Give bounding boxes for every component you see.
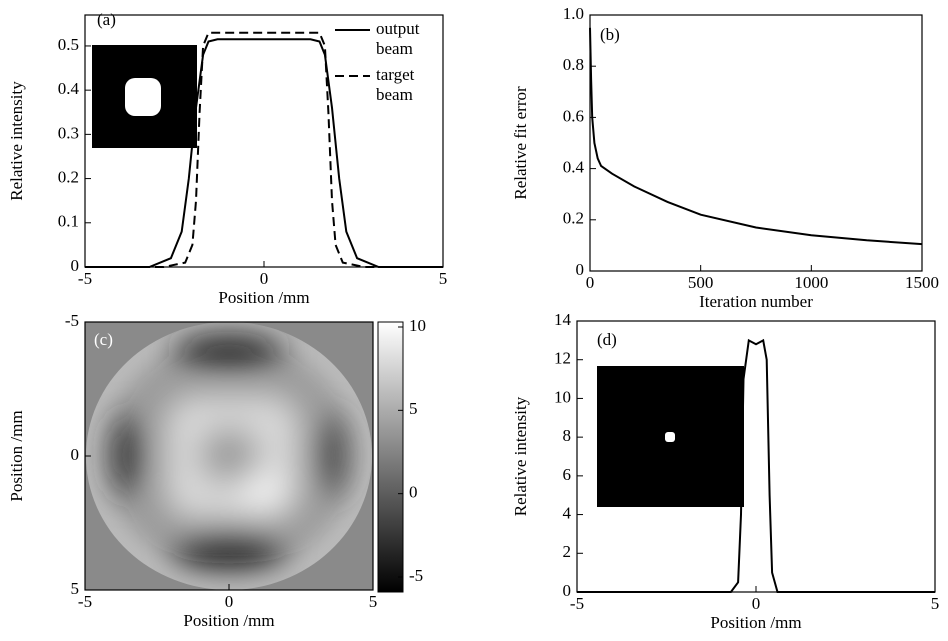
x-tick-label: -5 [78, 269, 92, 288]
panel-label: (c) [94, 330, 113, 349]
y-tick-label: 0.2 [58, 167, 79, 186]
y-tick-label: 2 [563, 542, 572, 561]
y-axis-label: Position /mm [7, 410, 26, 501]
panel-label: (a) [97, 10, 116, 29]
figure: output beamtarget beam-50500.10.20.30.40… [0, 0, 948, 641]
legend-item: target beam [376, 65, 440, 109]
colorbar-tick-label: -5 [409, 566, 423, 585]
panel-label: (d) [597, 330, 617, 349]
x-axis-label: Position /mm [183, 611, 274, 630]
panel-label: (b) [600, 25, 620, 44]
y-tick-label: 4 [563, 503, 572, 522]
inset-d [597, 366, 744, 507]
inset-a [92, 45, 197, 148]
x-axis-label: Position /mm [710, 613, 801, 632]
y-tick-label: 0 [71, 445, 80, 464]
x-tick-label: 0 [260, 269, 269, 288]
x-tick-label: 1000 [794, 273, 828, 292]
y-tick-label: 0.4 [563, 158, 585, 177]
x-tick-label: 0 [586, 273, 595, 292]
y-tick-label: 10 [554, 387, 571, 406]
colorbar-tick-label: 0 [409, 483, 418, 502]
legend-label: target beam [376, 65, 434, 105]
y-tick-label: 0.4 [58, 79, 80, 98]
y-tick-label: 14 [554, 310, 572, 329]
y-tick-label: 0.8 [563, 55, 584, 74]
x-tick-label: 5 [931, 594, 940, 613]
y-tick-label: 0.2 [563, 209, 584, 228]
legend-label: output beam [376, 19, 434, 59]
y-tick-label: -5 [65, 311, 79, 330]
y-axis-label: Relative intensity [7, 81, 26, 201]
colorbar-tick-label: 10 [409, 316, 426, 335]
x-tick-label: 500 [688, 273, 714, 292]
y-tick-label: 6 [563, 465, 572, 484]
y-tick-label: 0.1 [58, 212, 79, 231]
x-tick-label: 0 [225, 592, 234, 611]
y-tick-label: 1.0 [563, 4, 584, 23]
phase-image [85, 322, 373, 590]
data-line [590, 28, 922, 244]
y-axis-label: Relative intensity [511, 396, 530, 516]
x-tick-label: 5 [439, 269, 448, 288]
y-tick-label: 8 [563, 426, 572, 445]
y-tick-label: 0.3 [58, 123, 79, 142]
y-tick-label: 5 [71, 579, 80, 598]
y-tick-label: 12 [554, 349, 571, 368]
legend-item: output beam [376, 19, 440, 63]
y-tick-label: 0.6 [563, 106, 584, 125]
y-tick-label: 0 [563, 581, 572, 600]
x-axis-label: Iteration number [699, 292, 813, 311]
colorbar-tick-label: 5 [409, 399, 418, 418]
x-tick-label: -5 [78, 592, 92, 611]
x-tick-label: 0 [752, 594, 761, 613]
axes-frame [590, 15, 922, 271]
colorbar [378, 322, 403, 592]
x-tick-label: 1500 [905, 273, 939, 292]
y-tick-label: 0.5 [58, 35, 79, 54]
y-tick-label: 0 [576, 260, 585, 279]
x-tick-label: -5 [570, 594, 584, 613]
x-tick-label: 5 [369, 592, 378, 611]
y-axis-label: Relative fit error [511, 86, 530, 200]
y-tick-label: 0 [71, 256, 80, 275]
x-axis-label: Position /mm [218, 288, 309, 307]
